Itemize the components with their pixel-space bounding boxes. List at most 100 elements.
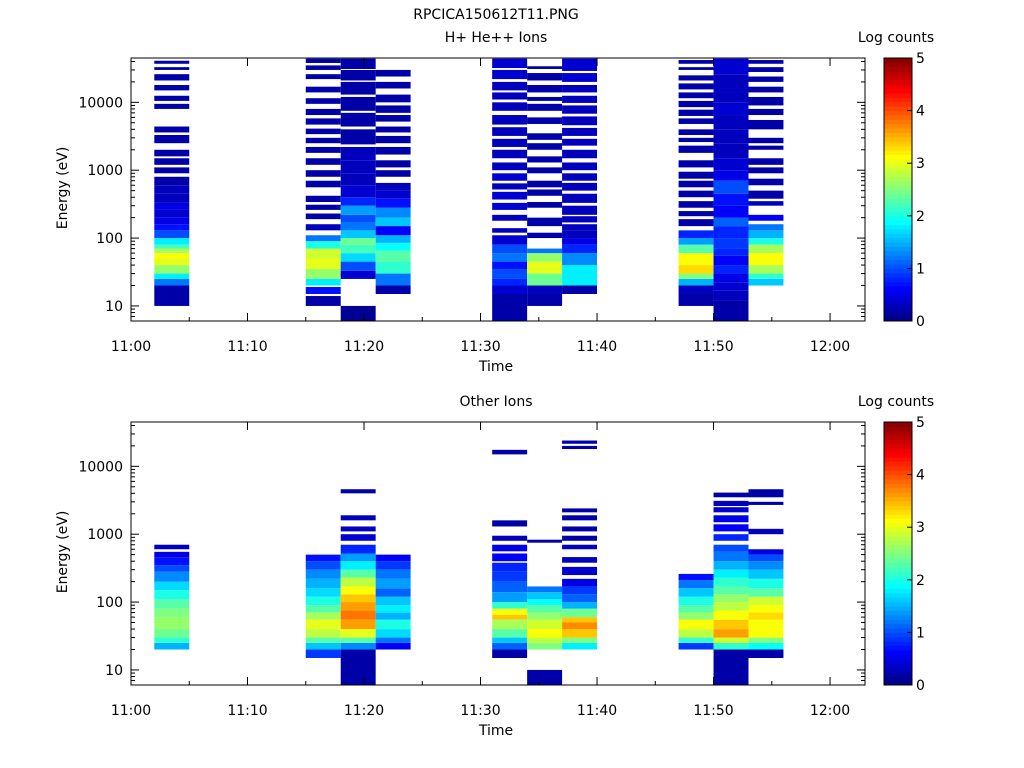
- spectrogram-cell: [748, 76, 784, 82]
- spectrogram-cell: [154, 571, 190, 582]
- spectrogram-cell: [527, 156, 563, 163]
- spectrogram-cell: [340, 586, 376, 595]
- figure-title: RPCICA150612T11.PNG: [413, 7, 578, 23]
- spectrogram-cell: [748, 569, 784, 579]
- spectrogram-cell: [305, 569, 341, 579]
- colorbar-swatch: [884, 518, 912, 524]
- spectrogram-cell: [154, 135, 190, 144]
- spectrogram-cell: [375, 554, 411, 562]
- colorbar-swatch: [884, 566, 912, 572]
- spectrogram-cell: [748, 561, 784, 570]
- spectrogram-cell: [340, 146, 376, 161]
- spectrogram-cell: [748, 60, 784, 64]
- spectrogram-cell: [678, 118, 714, 124]
- spectrogram-cell: [375, 170, 411, 177]
- colorbar-tick-label: 5: [916, 51, 925, 67]
- colorbar-swatch: [884, 465, 912, 471]
- spectrogram-cell: [748, 642, 784, 650]
- spectrogram-cell: [154, 629, 190, 638]
- spectrogram-cell: [154, 258, 190, 266]
- spectrogram-cell: [492, 553, 528, 562]
- spectrogram-cell: [305, 619, 341, 630]
- colorbar-swatch: [884, 641, 912, 647]
- spectrogram-cell: [678, 278, 714, 286]
- colorbar-swatch: [884, 123, 912, 129]
- x-tick-label: 12:00: [810, 339, 850, 355]
- colorbar-swatch: [884, 496, 912, 502]
- spectrogram-cell: [562, 440, 598, 444]
- spectrogram-cell: [305, 241, 341, 249]
- colorbar-tick-label: 4: [916, 468, 925, 484]
- spectrogram-cell: [492, 191, 528, 200]
- spectrogram-cell: [305, 296, 341, 306]
- spectrogram-cell: [562, 629, 598, 638]
- colorbar-tick-label: 3: [916, 156, 925, 172]
- colorbar-tick-label: 2: [916, 209, 925, 225]
- spectrogram-cell: [562, 138, 598, 146]
- y-tick-label: 10: [105, 663, 123, 679]
- colorbar-swatch: [884, 658, 912, 664]
- spectrogram-cell: [748, 619, 784, 630]
- spectrogram-cell: [154, 285, 190, 306]
- colorbar-swatch: [884, 88, 912, 94]
- spectrogram-cell: [340, 619, 376, 630]
- spectrogram-cell: [678, 211, 714, 217]
- colorbar-swatch: [884, 443, 912, 449]
- colorbar-tick-label: 0: [916, 314, 925, 330]
- colorbar-swatch: [884, 478, 912, 484]
- spectrogram-cell: [375, 569, 411, 579]
- spectrogram-cell: [375, 629, 411, 638]
- y-axis: 10 100 1000 10000: [78, 60, 865, 317]
- spectrogram-cell: [305, 58, 341, 63]
- colorbar-swatch: [884, 242, 912, 247]
- spectrogram-cell: [527, 629, 563, 638]
- spectrogram-cell: [305, 612, 341, 620]
- spectrogram-cell: [713, 290, 749, 301]
- spectrogram-cell: [154, 202, 190, 210]
- spectrogram-cell: [154, 67, 190, 70]
- colorbar-swatch: [884, 106, 912, 112]
- spectrogram-cell: [562, 617, 598, 623]
- spectrogram-cell: [527, 253, 563, 262]
- spectrogram-cell: [562, 445, 598, 450]
- spectrogram-cell: [678, 230, 714, 239]
- spectrogram-cell: [527, 592, 563, 600]
- spectrogram-cell: [713, 170, 749, 181]
- colorbar-swatch: [884, 426, 912, 432]
- spectrogram-cell: [562, 95, 598, 103]
- spectrogram-cell: [375, 105, 411, 113]
- spectrogram-cell: [678, 265, 714, 274]
- spectrogram-cell: [527, 293, 563, 306]
- colorbar-swatch: [884, 316, 912, 322]
- colorbar-swatch: [884, 163, 912, 169]
- spectrogram-cell: [562, 594, 598, 603]
- colorbar-swatch: [884, 303, 912, 309]
- spectrogram-cell: [562, 224, 598, 231]
- spectrogram-cell: [154, 248, 190, 254]
- spectrogram-cell: [305, 649, 341, 658]
- spectrogram-cell: [527, 133, 563, 140]
- spectrogram-cell: [340, 96, 376, 111]
- spectrogram-cell: [748, 629, 784, 638]
- spectrogram-cell: [713, 642, 749, 650]
- y-axis-label: Energy (eV): [55, 511, 71, 594]
- spectrogram-cell: [492, 562, 528, 572]
- spectrogram-cell: [305, 248, 341, 259]
- spectrogram-cell: [562, 105, 598, 114]
- spectrogram-cell: [492, 535, 528, 541]
- spectrogram-cell: [492, 278, 528, 286]
- spectrogram-cell: [492, 602, 528, 609]
- spectrogram-cell: [713, 74, 749, 89]
- x-tick-label: 11:30: [460, 339, 500, 355]
- spectrogram-cell: [305, 605, 341, 613]
- spectrogram-cell: [305, 158, 341, 165]
- spectrogram-cell: [492, 115, 528, 125]
- spectrogram-cell: [375, 588, 411, 597]
- y-tick-label: 100: [96, 595, 123, 611]
- spectrogram-cell: [527, 637, 563, 643]
- x-tick-label: 11:40: [577, 703, 617, 719]
- colorbar-swatch: [884, 136, 912, 142]
- spectrogram-cell: [340, 629, 376, 638]
- spectrogram-cell: [713, 569, 749, 578]
- spectrogram-cell: [154, 599, 190, 609]
